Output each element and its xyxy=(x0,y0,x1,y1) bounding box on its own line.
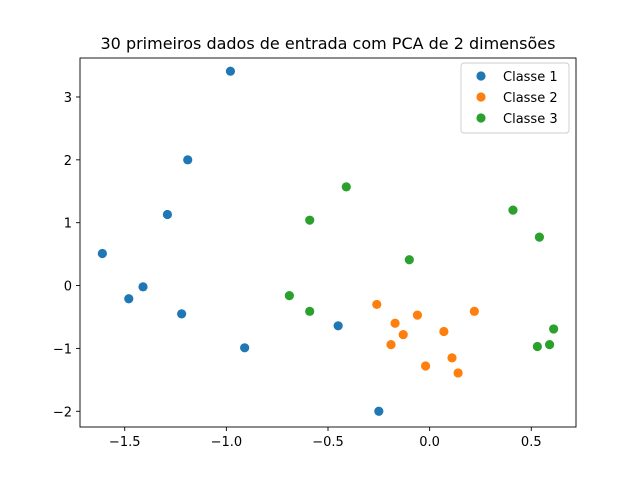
data-point-classe-3 xyxy=(534,232,545,242)
data-point-classe-1 xyxy=(162,209,173,220)
data-point-classe-3 xyxy=(532,341,542,352)
data-point-classe-1 xyxy=(177,309,187,319)
y-tick-label: 3 xyxy=(64,91,72,106)
data-point-classe-3 xyxy=(544,340,555,350)
y-tick-label: 2 xyxy=(64,154,72,169)
x-tick-label: −1.5 xyxy=(109,435,141,450)
data-point-classe-2 xyxy=(390,318,400,328)
data-point-classe-2 xyxy=(398,329,408,340)
x-tick-label: 0.0 xyxy=(419,435,440,450)
data-point-classe-1 xyxy=(97,248,107,259)
data-point-classe-3 xyxy=(341,182,351,192)
y-tick-label: 1 xyxy=(64,217,72,232)
x-tick-label: −0.5 xyxy=(312,435,344,450)
data-point-classe-2 xyxy=(412,310,423,320)
legend-marker-classe-3 xyxy=(476,113,486,123)
data-point-classe-3 xyxy=(404,255,414,265)
data-point-classe-3 xyxy=(284,291,294,301)
data-point-classe-2 xyxy=(469,306,479,316)
data-point-classe-1 xyxy=(374,406,384,416)
data-point-classe-1 xyxy=(225,66,236,76)
data-point-classe-2 xyxy=(447,353,457,363)
y-tick-label: −1 xyxy=(53,342,72,357)
legend-marker-classe-2 xyxy=(476,92,486,102)
x-tick-label: −1.0 xyxy=(211,435,243,450)
legend-label-classe-1: Classe 1 xyxy=(503,70,558,85)
legend-label-classe-2: Classe 2 xyxy=(503,91,558,106)
data-point-classe-2 xyxy=(439,326,449,337)
data-point-classe-2 xyxy=(386,340,396,350)
data-point-classe-3 xyxy=(508,205,518,215)
data-point-classe-2 xyxy=(453,368,463,378)
data-point-classe-2 xyxy=(420,361,431,371)
legend-label-classe-3: Classe 3 xyxy=(503,112,558,127)
plot-area: −1.5 −1.0 −0.5 0.0 0.5 −2 −1 0 1 2 3 Classe 1 Classe… xyxy=(53,57,577,450)
data-point-classe-1 xyxy=(183,155,193,165)
legend-box xyxy=(460,62,570,134)
data-point-classe-3 xyxy=(549,324,559,334)
data-point-classe-1 xyxy=(138,282,148,292)
data-point-classe-2 xyxy=(372,299,382,310)
legend-marker-classe-1 xyxy=(476,71,486,81)
chart-title: 30 primeiros dados de entrada com PCA de… xyxy=(101,34,556,53)
data-point-classe-1 xyxy=(240,343,250,353)
y-tick-label: 0 xyxy=(64,280,72,295)
data-point-classe-3 xyxy=(305,215,315,225)
x-tick-label: 0.5 xyxy=(521,435,542,450)
data-point-classe-1 xyxy=(333,321,343,331)
axes-frame xyxy=(79,57,577,428)
data-point-classe-3 xyxy=(305,306,315,316)
y-tick-label: −2 xyxy=(53,405,72,420)
data-point-classe-1 xyxy=(124,294,134,304)
